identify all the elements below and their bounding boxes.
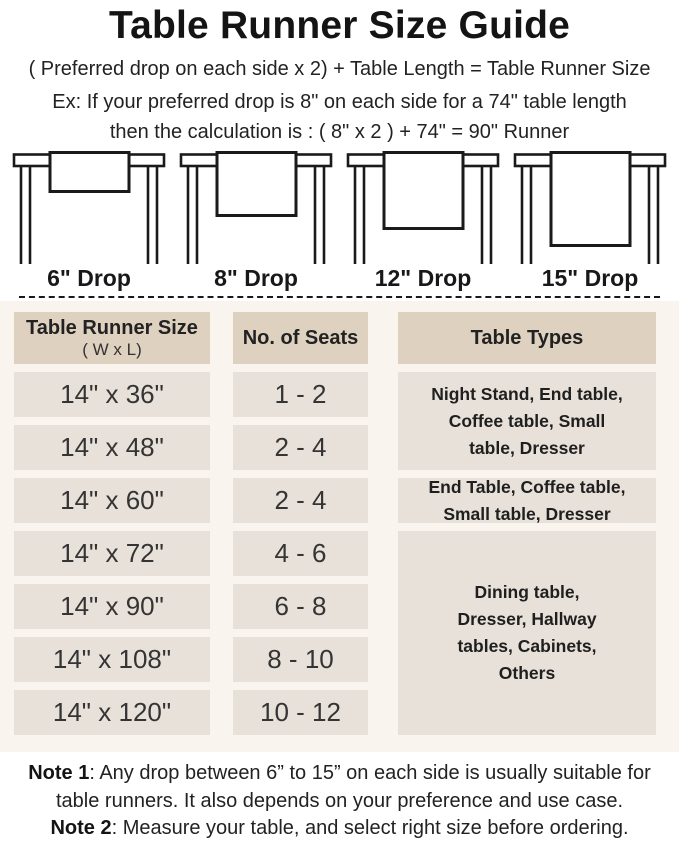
header-line-2: ( W x L)	[82, 340, 142, 359]
table-types-cell-large: Dining table, Dresser, Hallway tables, C…	[398, 531, 656, 735]
table-runner-drawing-icon	[346, 151, 500, 264]
column-header-table-types: Table Types	[398, 312, 656, 364]
size-cell: 14" x 90"	[14, 584, 210, 629]
table-runner-drawing-icon	[12, 151, 166, 264]
table-types-cell-medium: End Table, Coffee table, Small table, Dr…	[398, 477, 656, 524]
note-1-text: : Any drop between 6” to 15” on each sid…	[55, 762, 651, 812]
seats-cell: 1 - 2	[233, 372, 368, 417]
note-2-label: Note 2	[50, 817, 112, 839]
drop-illustrations-row: 6" Drop 8" Drop 12" Drop 15" Drop	[0, 151, 679, 292]
note-2: Note 2: Measure your table, and select r…	[0, 815, 679, 843]
drop-illustration-6: 6" Drop	[6, 151, 173, 292]
table-types-cell-small: Night Stand, End table, Coffee table, Sm…	[398, 372, 656, 470]
page-title: Table Runner Size Guide	[108, 4, 571, 47]
seats-cell: 4 - 6	[233, 531, 368, 576]
seats-cell: 6 - 8	[233, 584, 368, 629]
drop-illustration-8: 8" Drop	[173, 151, 340, 292]
size-table-section: Table Runner Size ( W x L) No. of Seats …	[0, 301, 679, 752]
drop-illustration-12: 12" Drop	[340, 151, 507, 292]
size-cell: 14" x 120"	[14, 690, 210, 735]
dashed-divider	[19, 296, 660, 298]
header-line-1: Table Runner Size	[26, 317, 198, 339]
example-line-1: Ex: If your preferred drop is 8" on each…	[52, 91, 627, 113]
note-1-label: Note 1	[28, 762, 90, 784]
seats-cell: 8 - 10	[233, 637, 368, 682]
drop-illustration-15: 15" Drop	[507, 151, 674, 292]
formula-text: ( Preferred drop on each side x 2) + Tab…	[28, 58, 651, 80]
notes-section: Note 1: Any drop between 6” to 15” on ea…	[0, 752, 679, 843]
note-2-text: : Measure your table, and select right s…	[111, 817, 629, 839]
guide-header: Table Runner Size Guide ( Preferred drop…	[0, 0, 679, 144]
drop-label: 15" Drop	[541, 265, 639, 291]
size-cell: 14" x 108"	[14, 637, 210, 682]
seats-cell: 2 - 4	[233, 425, 368, 470]
table-runner-drawing-icon	[179, 151, 333, 264]
seats-cell: 10 - 12	[233, 690, 368, 735]
drop-label: 8" Drop	[214, 265, 298, 291]
size-cell: 14" x 48"	[14, 425, 210, 470]
example-line-2: then the calculation is : ( 8" x 2 ) + 7…	[109, 121, 570, 143]
note-1: Note 1: Any drop between 6” to 15” on ea…	[0, 760, 679, 815]
size-cell: 14" x 72"	[14, 531, 210, 576]
size-cell: 14" x 60"	[14, 478, 210, 523]
column-header-seats: No. of Seats	[233, 312, 368, 364]
column-header-runner-size: Table Runner Size ( W x L)	[14, 312, 210, 364]
drop-label: 6" Drop	[47, 265, 131, 291]
seats-cell: 2 - 4	[233, 478, 368, 523]
size-cell: 14" x 36"	[14, 372, 210, 417]
table-runner-drawing-icon	[513, 151, 667, 264]
drop-label: 12" Drop	[374, 265, 472, 291]
size-table: Table Runner Size ( W x L) No. of Seats …	[0, 312, 679, 735]
